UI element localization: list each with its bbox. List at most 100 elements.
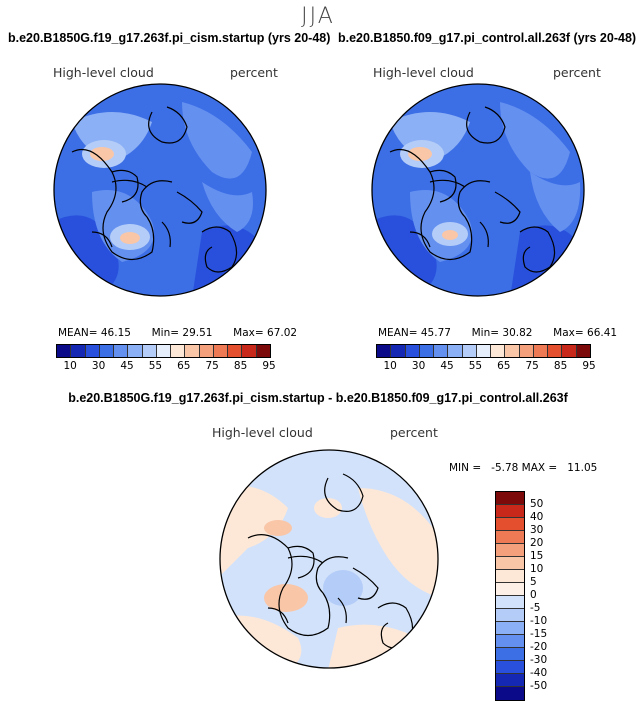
colorbar-swatch	[496, 544, 524, 557]
mean-value: 46.15	[100, 327, 131, 339]
panel-left-units: percent	[230, 65, 278, 80]
colorbar-tick-label: -5	[530, 602, 541, 614]
colorbar-swatch	[71, 345, 86, 357]
colorbar-swatch	[171, 345, 186, 357]
colorbar-swatch	[519, 345, 534, 357]
colorbar-swatch	[496, 557, 524, 570]
colorbar-swatch	[462, 345, 477, 357]
colorbar-swatch	[448, 345, 463, 357]
colorbar-diff-ticks: 50 40 30 20 15 10 5 0 -5 -10 -15 -20 -30 -40 -50	[530, 491, 570, 700]
colorbar-swatch	[576, 345, 590, 357]
colorbar-right-ticks: 10 30 45 55 65 75 85 95	[376, 360, 596, 374]
season-title: JJA	[301, 4, 335, 29]
panel-left-stats: MEAN= 46.15 Min= 29.51 Max= 67.02	[58, 327, 297, 339]
colorbar-swatch	[391, 345, 406, 357]
colorbar-swatch	[85, 345, 100, 357]
colorbar-tick-label: -10	[530, 615, 548, 627]
colorbar-swatch	[496, 687, 524, 700]
colorbar-left	[56, 344, 271, 358]
colorbar-tick-label: 55	[148, 360, 163, 372]
colorbar-swatch	[496, 635, 524, 648]
colorbar-swatch	[228, 345, 243, 357]
colorbar-right	[376, 344, 591, 358]
panel-right-stats: MEAN= 45.77 Min= 30.82 Max= 66.41	[378, 327, 617, 339]
colorbar-diff	[495, 491, 525, 701]
colorbar-swatch	[256, 345, 270, 357]
colorbar-swatch	[496, 531, 524, 544]
colorbar-swatch	[496, 505, 524, 518]
colorbar-swatch	[496, 492, 524, 505]
colorbar-swatch	[491, 345, 506, 357]
colorbar-tick-label: 10	[530, 563, 544, 575]
colorbar-tick-label: 75	[525, 360, 539, 372]
colorbar-tick-label: 10	[63, 360, 77, 372]
colorbar-swatch	[496, 583, 524, 596]
min-label: Min=	[151, 327, 180, 339]
colorbar-swatch	[496, 609, 524, 622]
colorbar-tick-label: -50	[530, 680, 548, 692]
colorbar-swatch	[185, 345, 200, 357]
mean-label: MEAN=	[378, 327, 418, 339]
max-label: Max=	[233, 327, 264, 339]
max-value: 67.02	[267, 327, 298, 339]
colorbar-tick-label: 85	[233, 360, 248, 372]
polar-map-left	[53, 83, 267, 297]
polar-map-diff	[219, 449, 439, 669]
colorbar-swatch	[533, 345, 549, 357]
colorbar-swatch	[496, 622, 524, 635]
colorbar-swatch	[156, 345, 172, 357]
colorbar-tick-label: 45	[120, 360, 134, 372]
min-value: 30.82	[502, 327, 533, 339]
colorbar-tick-label: 30	[530, 524, 544, 536]
colorbar-swatch	[142, 345, 157, 357]
colorbar-swatch	[128, 345, 143, 357]
colorbar-tick-label: 95	[582, 360, 596, 372]
diff-units: percent	[390, 425, 438, 440]
panel-right-variable: High-level cloud	[373, 65, 474, 80]
colorbar-tick-label: 15	[530, 550, 544, 562]
diff-title: b.e20.B1850G.f19_g17.263f.pi_cism.startu…	[68, 391, 568, 405]
colorbar-tick-label: 0	[530, 589, 537, 601]
mean-value: 45.77	[420, 327, 451, 339]
colorbar-swatch	[419, 345, 435, 357]
min-label: Min=	[471, 327, 500, 339]
colorbar-swatch	[496, 648, 524, 661]
colorbar-tick-label: 75	[205, 360, 219, 372]
colorbar-swatch	[496, 661, 524, 674]
colorbar-left-ticks: 10 30 45 55 65 75 85 95	[56, 360, 276, 374]
panel-left-variable: High-level cloud	[53, 65, 154, 80]
colorbar-tick-label: 50	[530, 498, 544, 510]
colorbar-swatch	[496, 674, 524, 687]
colorbar-tick-label: -30	[530, 654, 548, 666]
colorbar-tick-label: -15	[530, 628, 548, 640]
colorbar-swatch	[562, 345, 577, 357]
colorbar-swatch	[548, 345, 563, 357]
colorbar-swatch	[213, 345, 229, 357]
colorbar-swatch	[377, 345, 392, 357]
colorbar-tick-label: 10	[383, 360, 397, 372]
colorbar-tick-label: -20	[530, 641, 548, 653]
colorbar-swatch	[505, 345, 520, 357]
colorbar-tick-label: 65	[177, 360, 191, 372]
colorbar-tick-label: 55	[468, 360, 483, 372]
min-value: 29.51	[182, 327, 213, 339]
colorbar-tick-label: 40	[530, 511, 544, 523]
colorbar-swatch	[242, 345, 257, 357]
colorbar-swatch	[199, 345, 214, 357]
colorbar-tick-label: 5	[530, 576, 537, 588]
colorbar-swatch	[496, 518, 524, 531]
polar-map-right	[371, 83, 585, 297]
colorbar-swatch	[57, 345, 72, 357]
colorbar-swatch	[434, 345, 449, 357]
colorbar-tick-label: 30	[91, 360, 106, 372]
panel-right-title: b.e20.B1850.f09_g17.pi_control.all.263f …	[338, 31, 636, 45]
colorbar-swatch	[405, 345, 420, 357]
colorbar-tick-label: 95	[262, 360, 276, 372]
colorbar-swatch	[496, 596, 524, 609]
colorbar-tick-label: 30	[411, 360, 426, 372]
diff-stats: MIN = -5.78 MAX = 11.05	[449, 462, 598, 474]
colorbar-swatch	[476, 345, 492, 357]
max-value: 66.41	[587, 327, 618, 339]
colorbar-swatch	[496, 570, 524, 583]
colorbar-tick-label: 65	[497, 360, 511, 372]
